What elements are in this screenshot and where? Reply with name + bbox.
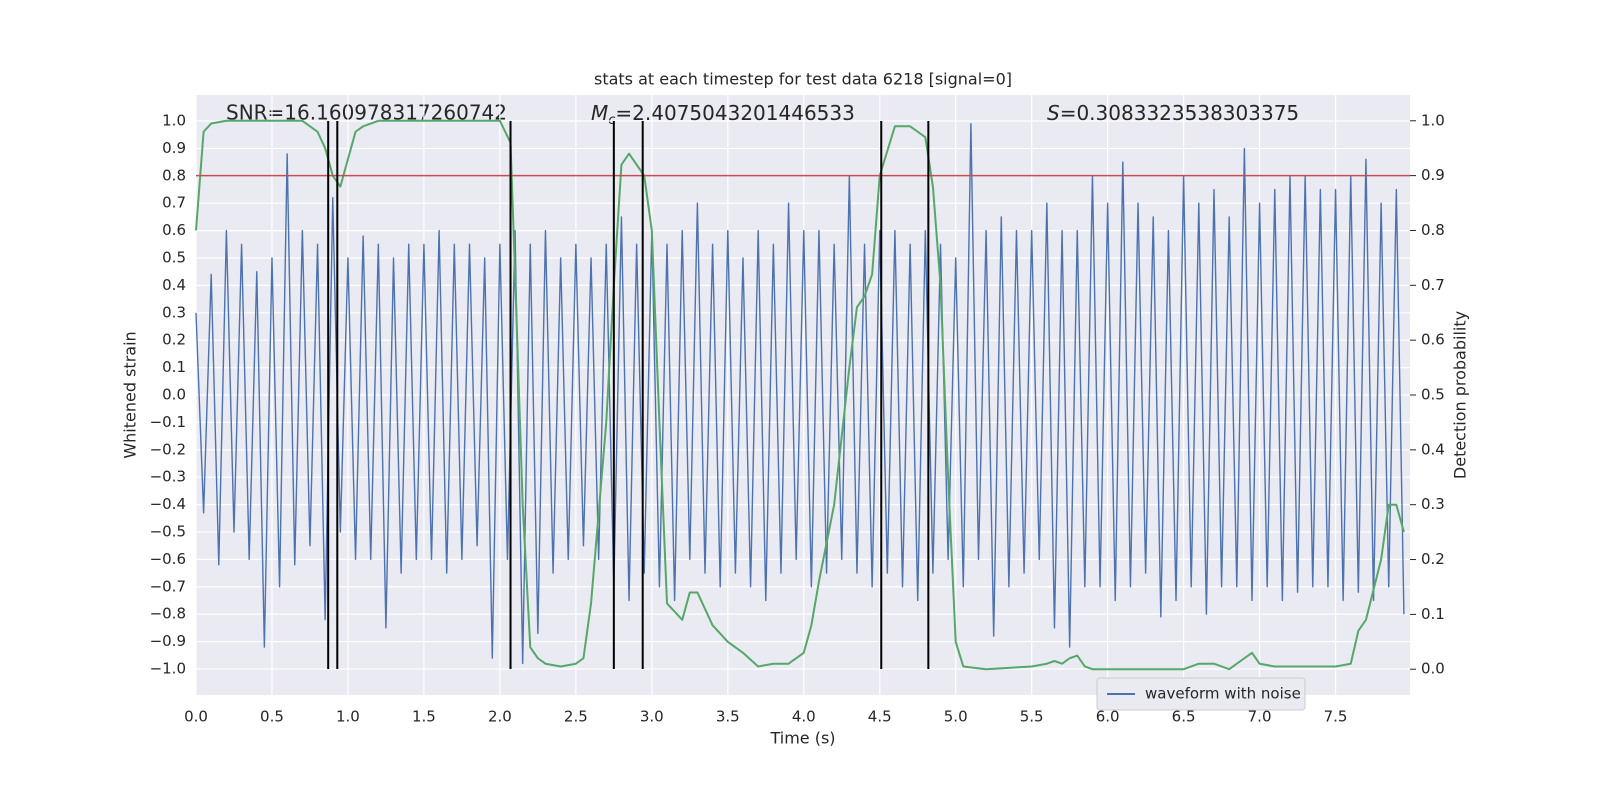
y-tick-label: −0.3 — [150, 468, 186, 486]
x-tick-label: 4.0 — [792, 708, 816, 726]
y-tick-label: −0.9 — [150, 632, 186, 650]
y-tick-label: −0.6 — [150, 550, 186, 568]
x-tick-label: 3.5 — [716, 708, 740, 726]
x-tick-label: 7.5 — [1324, 708, 1348, 726]
y2-tick-label: 0.6 — [1421, 331, 1445, 349]
y-tick-label: −0.8 — [150, 605, 186, 623]
series-line — [195, 119, 1405, 671]
x-tick-label: 5.5 — [1020, 708, 1044, 726]
x-tick-label: 6.5 — [1172, 708, 1196, 726]
y-tick-label: 0.6 — [162, 221, 186, 239]
x-tick-label: 1.5 — [412, 708, 436, 726]
x-tick-label: 1.0 — [336, 708, 360, 726]
y-tick-label: −0.7 — [150, 577, 186, 595]
annotation: Mc=2.4075043201446533 — [591, 101, 855, 128]
y-tick-label: −0.2 — [150, 440, 186, 458]
y-tick-label: 0.1 — [162, 358, 186, 376]
y2-tick-label: 1.0 — [1421, 111, 1445, 129]
x-tick-label: 3.0 — [640, 708, 664, 726]
annotation-symbol: M — [591, 101, 608, 125]
y-axis-label: Whitened strain — [121, 331, 140, 458]
legend: waveform with noise — [1096, 677, 1306, 711]
x-tick-label: 7.0 — [1248, 708, 1272, 726]
annotation-symbol: S — [1047, 101, 1060, 125]
x-tick-label: 2.5 — [564, 708, 588, 726]
y2-tick-label: 0.3 — [1421, 495, 1445, 513]
y-tick-label: 0.7 — [162, 194, 186, 212]
y2-axis-label: Detection probability — [1451, 311, 1470, 479]
x-tick-label: 0.5 — [260, 708, 284, 726]
y-tick-label: −0.1 — [150, 413, 186, 431]
y-tick-label: −1.0 — [150, 659, 186, 677]
x-axis-label: Time (s) — [769, 729, 835, 748]
y2-tick-label: 0.5 — [1421, 386, 1445, 404]
y-tick-label: 0.3 — [162, 303, 186, 321]
y-tick-label: 0.0 — [162, 386, 186, 404]
x-tick-label: 6.0 — [1096, 708, 1120, 726]
x-tick-label: 5.0 — [944, 708, 968, 726]
annotation-subscript: c — [608, 113, 615, 128]
chart-title: stats at each timestep for test data 621… — [594, 70, 1012, 89]
y2-tick-label: 0.7 — [1421, 276, 1445, 294]
legend-label: waveform with noise — [1145, 685, 1301, 703]
y-tick-label: 1.0 — [162, 112, 186, 130]
y-tick-label: −0.4 — [150, 495, 186, 513]
legend-box — [1096, 677, 1306, 711]
y-tick-label: 0.5 — [162, 249, 186, 267]
y-tick-label: 0.8 — [162, 166, 186, 184]
y-tick-label: 0.2 — [162, 331, 186, 349]
y-tick-label: 0.9 — [162, 139, 186, 157]
x-tick-label: 2.0 — [488, 708, 512, 726]
x-tick-label: 4.5 — [868, 708, 892, 726]
y2-tick-label: 0.2 — [1421, 550, 1445, 568]
y2-tick-label: 0.9 — [1421, 166, 1445, 184]
y2-tick-label: 0.0 — [1421, 660, 1445, 678]
series-line — [195, 123, 1405, 665]
y2-tick-label: 0.4 — [1421, 440, 1445, 458]
y-tick-label: 0.4 — [162, 276, 186, 294]
y-tick-label: −0.5 — [150, 522, 186, 540]
y2-tick-label: 0.1 — [1421, 605, 1445, 623]
y2-tick-label: 0.8 — [1421, 221, 1445, 239]
x-tick-label: 0.0 — [184, 708, 208, 726]
